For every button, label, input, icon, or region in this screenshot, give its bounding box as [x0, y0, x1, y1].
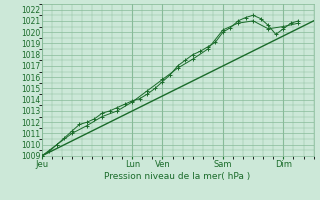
X-axis label: Pression niveau de la mer( hPa ): Pression niveau de la mer( hPa ) — [104, 172, 251, 181]
